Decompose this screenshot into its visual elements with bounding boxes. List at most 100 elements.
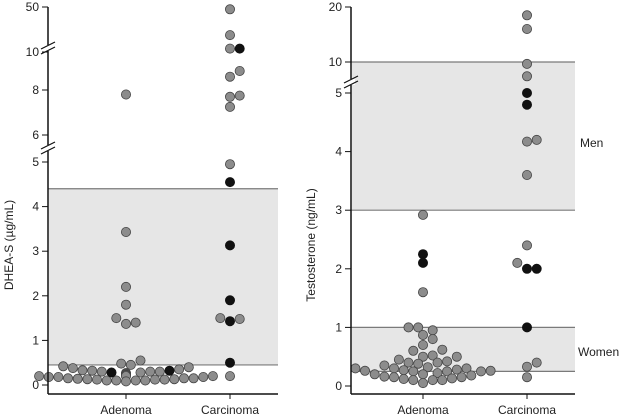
dhea-s-y-axis-title: DHEA-S (µg/mL) [2, 200, 16, 290]
testosterone-y-tick-label-20: 20 [329, 0, 343, 14]
dhea-s-point-adenoma-grey [121, 281, 132, 292]
testosterone-y-tick-label-2: 2 [335, 262, 342, 276]
dhea-s-point-adenoma-grey [174, 364, 185, 375]
testosterone-point-adenoma-grey [466, 370, 477, 381]
dhea-s-point-adenoma-grey [145, 366, 156, 377]
dhea-s-point-adenoma-grey [169, 374, 180, 385]
dhea-s-panel: 0 1 2 3 4 5 6 8 10 50 DHEA-S (µg/mL) Adenoma Carc… [2, 0, 278, 417]
testosterone-reference-band-group [351, 61, 575, 372]
dhea-s-point-adenoma-grey [149, 374, 160, 385]
dhea-s-axes [40, 7, 278, 399]
dhea-s-y-tick-label-8: 8 [32, 83, 39, 97]
dhea-s-point-adenoma-grey [111, 313, 122, 324]
dhea-s-point-carcinoma-grey [224, 43, 235, 54]
testosterone-point-adenoma-grey [442, 366, 453, 377]
testosterone-point-adenoma-grey [408, 375, 419, 386]
testosterone-point-adenoma-grey [403, 322, 414, 333]
dhea-s-point-carcinoma-grey [224, 159, 235, 170]
dhea-s-reference-band-group [48, 188, 278, 366]
testosterone-y-tick-label-10: 10 [329, 55, 343, 69]
testosterone-point-adenoma-grey [408, 366, 419, 377]
testosterone-point-adenoma-grey [422, 362, 433, 373]
dhea-s-point-adenoma-grey [130, 317, 141, 328]
testosterone-point-adenoma-grey [379, 360, 390, 371]
dhea-s-y-tick-label-6: 6 [32, 128, 39, 142]
testosterone-point-adenoma-grey [417, 329, 428, 340]
testosterone-y-axis-title: Testosterone (ng/mL) [304, 188, 318, 301]
testosterone-point-adenoma-grey [417, 378, 428, 389]
dhea-s-point-adenoma-grey [121, 89, 132, 100]
testosterone-point-carcinoma-grey [522, 136, 533, 147]
testosterone-y-tick-label-4: 4 [335, 145, 342, 159]
testosterone-point-carcinoma-grey [522, 372, 533, 383]
dhea-s-point-adenoma-grey [121, 318, 132, 329]
dhea-s-point-adenoma-grey [154, 366, 165, 377]
testosterone-point-carcinoma-grey [512, 257, 523, 268]
dhea-s-point-adenoma-grey [58, 361, 69, 372]
testosterone-point-adenoma-grey [432, 368, 443, 379]
testosterone-point-adenoma-grey [398, 373, 409, 384]
testosterone-axis-break-gap-0 [347, 79, 355, 85]
dhea-s-axis-break-gap-0 [44, 145, 52, 151]
dhea-s-point-adenoma-grey [135, 355, 146, 366]
testosterone-point-adenoma-grey [456, 372, 467, 383]
testosterone-point-adenoma-grey [379, 371, 390, 382]
dhea-s-point-adenoma-grey [140, 375, 151, 386]
testosterone-point-carcinoma-grey [522, 71, 533, 82]
testosterone-point-adenoma-grey [417, 351, 428, 362]
testosterone-point-adenoma-grey [475, 366, 486, 377]
dhea-s-point-adenoma-grey [72, 373, 83, 384]
testosterone-point-adenoma-grey [427, 334, 438, 345]
testosterone-axis-break-mark-a-0 [343, 75, 359, 84]
testosterone-point-adenoma-grey [413, 358, 424, 369]
testosterone-point-carcinoma-grey [522, 23, 533, 34]
dhea-s-y-tick-label-1: 1 [32, 333, 39, 347]
band-label-men: Men [580, 136, 603, 150]
dhea-s-y-tick-label-0: 0 [32, 378, 39, 392]
testosterone-x-label-adenoma: Adenoma [397, 403, 449, 417]
dhea-s-point-adenoma-grey [121, 299, 132, 310]
testosterone-point-adenoma-grey [398, 365, 409, 376]
testosterone-point-adenoma-grey [388, 372, 399, 383]
dhea-s-y-tick-label-3: 3 [32, 244, 39, 258]
testosterone-y-tick-label-1: 1 [335, 320, 342, 334]
testosterone-point-adenoma-grey [417, 339, 428, 350]
dhea-s-point-adenoma-grey [121, 226, 132, 237]
testosterone-point-adenoma-grey [369, 369, 380, 380]
dhea-s-point-carcinoma-black [224, 177, 235, 188]
dhea-s-axis-break-mark-b-1 [40, 46, 56, 55]
testosterone-point-carcinoma-black [522, 88, 533, 99]
dhea-s-point-adenoma-black [106, 367, 117, 378]
dhea-s-point-adenoma-grey [77, 365, 88, 376]
testosterone-point-carcinoma-black [522, 99, 533, 110]
dhea-s-points [34, 4, 245, 387]
dhea-s-point-adenoma-black [164, 365, 175, 376]
testosterone-point-carcinoma-grey [531, 134, 542, 145]
dhea-s-point-adenoma-grey [96, 366, 107, 377]
dhea-s-point-adenoma-grey [101, 375, 112, 386]
dhea-s-point-adenoma-grey [53, 371, 64, 382]
testosterone-point-carcinoma-grey [522, 58, 533, 69]
dhea-s-point-carcinoma-grey [234, 66, 245, 77]
band-label-women: Women [578, 345, 619, 359]
testosterone-point-adenoma-grey [427, 350, 438, 361]
testosterone-point-carcinoma-grey [531, 357, 542, 368]
dhea-s-point-adenoma-grey [34, 371, 45, 382]
dhea-s-axis-break-mark-a-0 [40, 141, 56, 150]
dhea-s-point-adenoma-grey [67, 363, 78, 374]
dhea-s-point-carcinoma-grey [234, 90, 245, 101]
dhea-s-axis-break-mark-a-1 [40, 41, 56, 50]
testosterone-point-adenoma-grey [442, 356, 453, 367]
testosterone-point-adenoma-grey [413, 322, 424, 333]
testosterone-point-adenoma-grey [451, 351, 462, 362]
testosterone-point-adenoma-grey [461, 363, 472, 374]
dhea-s-point-carcinoma-black [224, 357, 235, 368]
testosterone-x-label-carcinoma: Carcinoma [498, 403, 556, 417]
testosterone-points [350, 10, 542, 389]
testosterone-y-tick-label-0: 0 [335, 379, 342, 393]
testosterone-point-carcinoma-grey [522, 169, 533, 180]
testosterone-point-adenoma-grey [446, 373, 457, 384]
dhea-s-y-tick-label-10: 10 [26, 45, 40, 59]
testosterone-point-carcinoma-grey [522, 240, 533, 251]
